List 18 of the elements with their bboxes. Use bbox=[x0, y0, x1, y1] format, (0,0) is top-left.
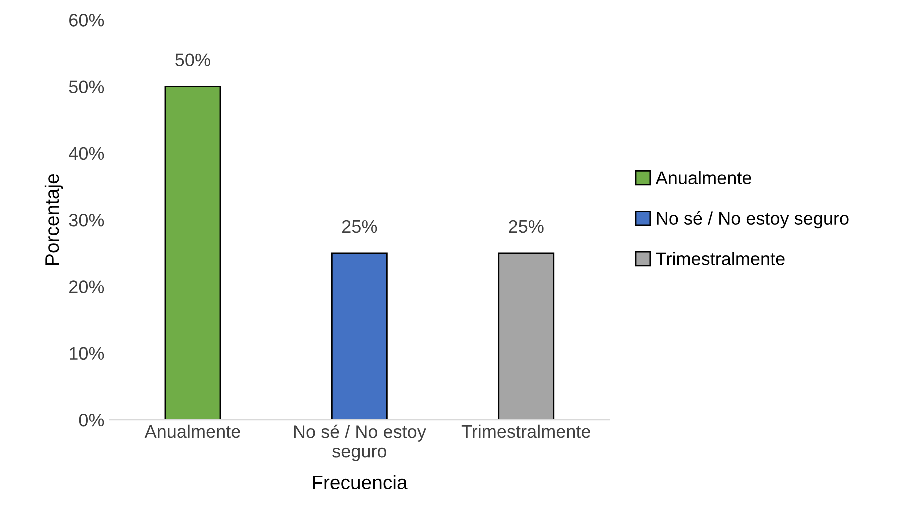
y-tick-label: 60% bbox=[70, 14, 104, 27]
y-tick-label: 20% bbox=[70, 280, 104, 294]
data-label: 25% bbox=[342, 220, 378, 234]
data-label: 25% bbox=[509, 220, 544, 234]
y-axis-title: Porcentaje bbox=[44, 174, 64, 265]
x-tick-label: No sé / No estoy seguro bbox=[294, 424, 426, 462]
y-tick-label: 40% bbox=[69, 147, 104, 160]
x-tick-label: Anualmente bbox=[144, 424, 240, 438]
x-axis-title: Frecuencia bbox=[313, 475, 408, 490]
y-tick-label: 0% bbox=[79, 414, 104, 427]
y-tick-label: 10% bbox=[70, 347, 104, 360]
legend-label: No sé / No estoy seguro bbox=[657, 212, 849, 229]
legend-label: Trimestralmente bbox=[656, 252, 785, 266]
y-tick-label: 50% bbox=[69, 80, 104, 94]
data-label: 50% bbox=[176, 54, 210, 67]
legend-label: Anualmente bbox=[656, 171, 752, 184]
x-tick-label: Trimestralmente bbox=[462, 424, 590, 438]
y-tick-label: 30% bbox=[69, 214, 104, 227]
